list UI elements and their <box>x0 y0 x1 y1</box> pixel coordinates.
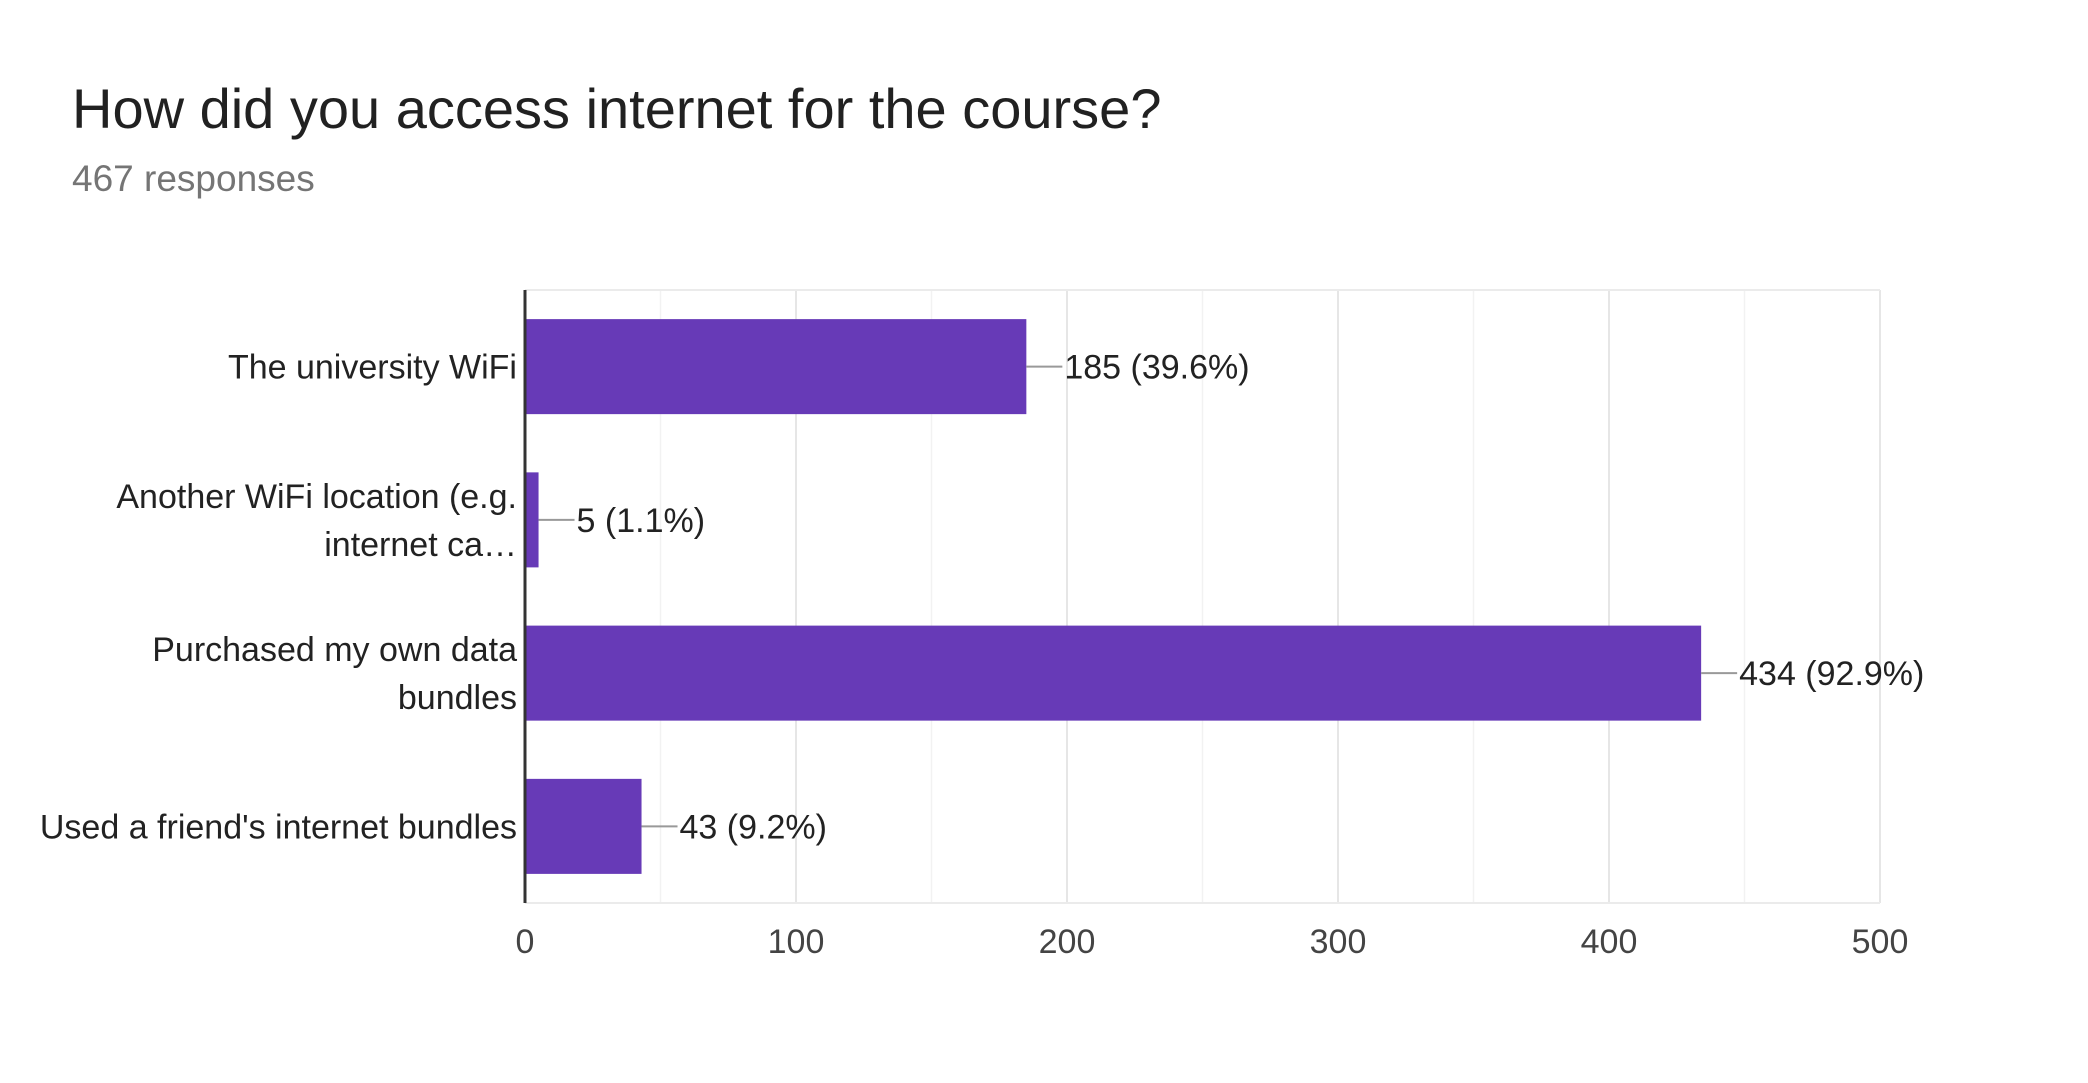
bar <box>525 472 539 568</box>
data-label: 43 (9.2%) <box>680 808 827 846</box>
response-count: 467 responses <box>72 158 315 199</box>
category-label: bundles <box>398 679 517 717</box>
data-label: 185 (39.6%) <box>1064 349 1249 387</box>
data-label: 434 (92.9%) <box>1739 655 1924 693</box>
category-label: Used a friend's internet bundles <box>40 808 517 846</box>
x-tick-label: 100 <box>768 923 825 961</box>
x-tick-label: 200 <box>1039 923 1096 961</box>
x-tick-label: 400 <box>1581 923 1638 961</box>
x-tick-label: 300 <box>1310 923 1367 961</box>
chart-title: How did you access internet for the cour… <box>72 77 1162 140</box>
bar <box>525 319 1027 415</box>
gridlines <box>525 289 1881 904</box>
bars <box>525 319 1702 874</box>
axes: 0 100 200 300 400 500 <box>516 290 1909 961</box>
category-label: internet ca… <box>324 526 517 564</box>
category-label: Another WiFi location (e.g. <box>116 478 517 516</box>
labels: 185 (39.6%) The university WiFi 5 (1.1%) An… <box>40 349 1924 847</box>
bar <box>525 778 642 874</box>
x-tick-label: 500 <box>1852 923 1909 961</box>
category-label: The university WiFi <box>228 349 517 387</box>
x-tick-label: 0 <box>516 923 535 961</box>
bar <box>525 625 1702 721</box>
category-label: Purchased my own data <box>152 631 517 669</box>
data-label: 5 (1.1%) <box>577 502 706 540</box>
